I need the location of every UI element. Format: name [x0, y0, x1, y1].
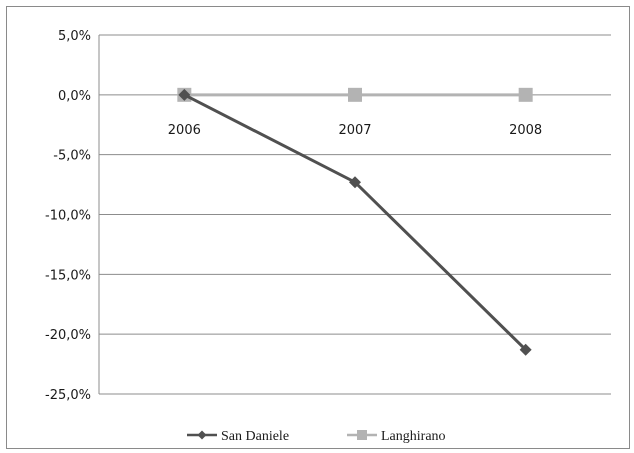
x-tick-label: 2007: [338, 123, 371, 138]
series-san-daniele: [178, 88, 532, 356]
data-point-diamond: [178, 88, 191, 101]
y-tick-label: 0,0%: [58, 89, 91, 104]
legend-item: San Daniele: [187, 429, 289, 444]
data-point-square: [518, 87, 533, 102]
legend-label: Langhirano: [381, 429, 446, 444]
data-point-diamond: [519, 343, 532, 356]
y-tick-label: -20,0%: [45, 328, 91, 343]
x-axis-category-labels: 2006 2007 2008: [168, 123, 542, 138]
y-tick-label: -15,0%: [45, 268, 91, 283]
series-lines: [177, 87, 533, 356]
legend-item: Langhirano: [347, 429, 446, 444]
y-tick-label: -25,0%: [45, 388, 91, 403]
data-point-square: [348, 87, 362, 102]
series-langhirano: [177, 87, 533, 102]
y-tick-label: -5,0%: [53, 149, 91, 164]
line-chart: 5,0% 0,0% -5,0% -10,0% -15,0% -20,0% -25,0% 20…: [45, 29, 611, 444]
y-tick-label: -10,0%: [45, 209, 91, 224]
legend-marker-square: [357, 430, 367, 440]
chart-frame: 5,0% 0,0% -5,0% -10,0% -15,0% -20,0% -25,0% 20…: [6, 6, 630, 449]
legend: San Daniele Langhirano: [187, 429, 446, 444]
x-tick-label: 2008: [509, 123, 542, 138]
x-tick-label: 2006: [168, 123, 201, 138]
y-tick-label: 5,0%: [58, 29, 91, 44]
y-axis-tick-labels: 5,0% 0,0% -5,0% -10,0% -15,0% -20,0% -25,0%: [45, 29, 91, 403]
data-point-diamond: [349, 176, 361, 189]
legend-label: San Daniele: [221, 429, 289, 444]
legend-marker-diamond: [197, 430, 207, 440]
